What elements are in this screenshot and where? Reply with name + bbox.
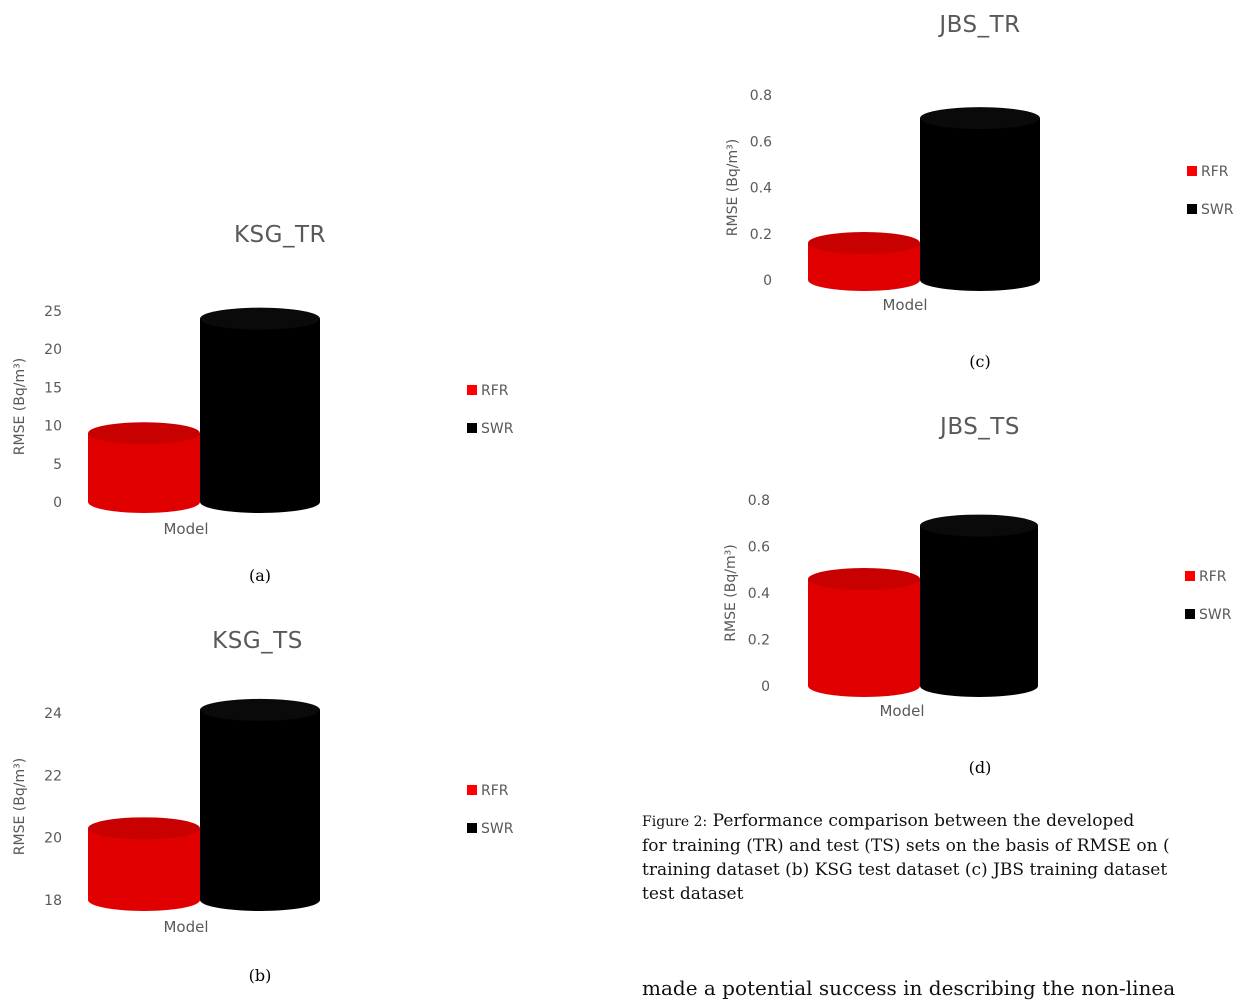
legend-item-swr: SWR: [1185, 607, 1232, 623]
legend-swatch: [467, 823, 477, 833]
y-tick-label: 18: [44, 893, 62, 909]
chart-svg: 24 22 20 18 RMSE (Bq/m³) Model RFR SWR: [12, 698, 514, 936]
legend-label: SWR: [481, 821, 514, 837]
y-tick-label: 0.2: [750, 227, 772, 243]
y-tick-label: 20: [44, 342, 62, 358]
legend-swatch: [1185, 609, 1195, 619]
legend-label: RFR: [481, 383, 509, 399]
chart-svg: 0.8 0.6 0.4 0.2 0 RMSE (Bq/m³) Model RFR SWR: [725, 88, 1234, 314]
chart-svg: 25 20 15 10 5 0 RMSE (Bq/m³) Model RFR SWR: [12, 304, 514, 538]
subfigure-caption-c: (c): [969, 352, 991, 371]
figure-caption: Figure 2: Performance comparison between…: [642, 809, 1241, 906]
legend-item-swr: SWR: [467, 821, 514, 837]
y-tick-label: 25: [44, 304, 62, 320]
body-text-line: made a potential success in describing t…: [642, 976, 1176, 1000]
y-tick-label: 0: [53, 495, 62, 511]
chart-panel-jbs-tr: JBS_TR 0.8 0.6 0.4 0.2 0 RMSE (Bq/m³) Model RFR…: [620, 12, 1241, 342]
figure-caption-text: Performance comparison between the devel…: [712, 811, 1135, 831]
legend-item-swr: SWR: [467, 421, 514, 437]
chart-title: JBS_TR: [939, 12, 1021, 38]
bar-rfr: [88, 817, 200, 911]
bar-rfr: [808, 232, 920, 291]
chart-title: JBS_TS: [940, 414, 1020, 440]
y-axis-label: RMSE (Bq/m³): [12, 358, 28, 455]
y-tick-label: 0: [763, 273, 772, 289]
legend-swatch: [1187, 166, 1197, 176]
bar-rfr: [808, 568, 920, 697]
figure-caption-line-2: for training (TR) and test (TS) sets on …: [642, 836, 1170, 856]
y-tick-label: 0.6: [748, 540, 770, 556]
legend-item-swr: SWR: [1187, 202, 1234, 218]
y-tick-label: 5: [53, 457, 62, 473]
y-tick-label: 24: [44, 706, 62, 722]
legend-item-rfr: RFR: [467, 383, 509, 399]
y-tick-label: 0.4: [748, 586, 770, 602]
y-tick-label: 22: [44, 768, 62, 784]
y-tick-label: 0.8: [748, 493, 770, 509]
subfigure-caption-d: (d): [968, 758, 992, 777]
y-tick-label: 10: [44, 419, 62, 435]
figure-caption-line-3: training dataset (b) KSG test dataset (c…: [642, 860, 1168, 880]
chart-title: KSG_TR: [233, 222, 327, 248]
legend-swatch: [467, 423, 477, 433]
chart-panel-ksg-tr: KSG_TR 25 20 15 10 5 0 RMSE (Bq/m³) Model RFR SWR: [0, 222, 620, 592]
chart-panel-ksg-ts: KSG_TS 24 22 20 18 RMSE (Bq/m³) Model RFR SWR: [0, 622, 620, 962]
subfigure-caption-a: (a): [248, 566, 272, 585]
bar-rfr: [88, 422, 200, 513]
legend-label: RFR: [1201, 164, 1229, 180]
chart-svg: 0.8 0.6 0.4 0.2 0 RMSE (Bq/m³) Model RFR SWR: [723, 493, 1232, 720]
y-tick-label: 15: [44, 380, 62, 396]
legend-label: SWR: [1199, 607, 1232, 623]
chart-panel-jbs-ts: JBS_TS 0.8 0.6 0.4 0.2 0 RMSE (Bq/m³) Model RFR…: [620, 412, 1241, 742]
x-axis-label: Model: [879, 702, 924, 720]
bar-swr: [200, 307, 320, 513]
y-axis-label: RMSE (Bq/m³): [12, 758, 28, 855]
y-tick-label: 0: [761, 679, 770, 695]
y-tick-label: 0.6: [750, 134, 772, 150]
x-axis-label: Model: [163, 918, 208, 936]
bar-swr: [920, 107, 1040, 291]
figure-caption-line-1: Figure 2: Performance comparison between…: [642, 809, 1241, 834]
legend-swatch: [1185, 571, 1195, 581]
y-axis-label: RMSE (Bq/m³): [725, 139, 741, 236]
legend-swatch: [1187, 204, 1197, 214]
y-axis-label: RMSE (Bq/m³): [723, 544, 739, 641]
y-tick-label: 20: [44, 831, 62, 847]
y-tick-label: 0.8: [750, 88, 772, 104]
legend-swatch: [467, 385, 477, 395]
legend-label: RFR: [481, 783, 509, 799]
legend-label: SWR: [1201, 202, 1234, 218]
x-axis-label: Model: [882, 296, 927, 314]
legend-label: SWR: [481, 421, 514, 437]
x-axis-label: Model: [163, 520, 208, 538]
chart-title: KSG_TS: [212, 628, 303, 654]
legend-item-rfr: RFR: [467, 783, 509, 799]
legend-swatch: [467, 785, 477, 795]
subfigure-caption-b: (b): [248, 966, 272, 985]
figure-caption-line-4: test dataset: [642, 884, 744, 904]
legend-item-rfr: RFR: [1187, 164, 1229, 180]
bar-swr: [200, 698, 320, 911]
legend-label: RFR: [1199, 569, 1227, 585]
y-tick-label: 0.2: [748, 633, 770, 649]
figure-label: Figure 2:: [642, 814, 708, 830]
y-tick-label: 0.4: [750, 181, 772, 197]
bar-swr: [920, 514, 1038, 697]
legend-item-rfr: RFR: [1185, 569, 1227, 585]
